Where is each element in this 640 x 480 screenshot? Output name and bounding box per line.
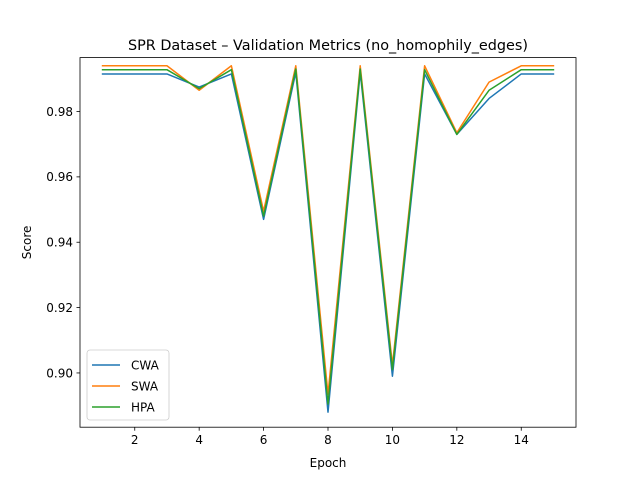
y-axis-title: Score bbox=[20, 226, 34, 260]
series-layer bbox=[101, 65, 555, 413]
legend-label-swa: SWA bbox=[131, 379, 159, 393]
x-tick-label: 8 bbox=[324, 433, 332, 447]
x-tick-label: 6 bbox=[260, 433, 268, 447]
y-axis-ticks: 0.90 0.92 0.94 0.96 0.98 bbox=[46, 105, 80, 380]
legend: CWA SWA HPA bbox=[86, 349, 170, 421]
y-tick-label: 0.94 bbox=[46, 236, 73, 250]
y-tick-label: 0.92 bbox=[46, 301, 73, 315]
x-axis-ticks: 2 4 6 8 10 12 14 bbox=[131, 427, 529, 447]
x-axis-title: Epoch bbox=[310, 456, 347, 470]
x-tick-label: 4 bbox=[195, 433, 203, 447]
x-tick-label: 10 bbox=[385, 433, 400, 447]
y-tick-label: 0.98 bbox=[46, 105, 73, 119]
series-line-hpa bbox=[101, 68, 555, 405]
series-line-swa bbox=[101, 65, 555, 395]
y-tick-label: 0.90 bbox=[46, 366, 73, 380]
chart-title: SPR Dataset – Validation Metrics (no_hom… bbox=[128, 38, 528, 54]
series-line-cwa bbox=[101, 71, 555, 413]
legend-frame bbox=[86, 349, 170, 421]
x-tick-label: 2 bbox=[131, 433, 139, 447]
legend-label-hpa: HPA bbox=[131, 400, 155, 414]
legend-label-cwa: CWA bbox=[131, 358, 160, 372]
x-tick-label: 14 bbox=[514, 433, 529, 447]
y-tick-label: 0.96 bbox=[46, 170, 73, 184]
x-tick-label: 12 bbox=[449, 433, 464, 447]
